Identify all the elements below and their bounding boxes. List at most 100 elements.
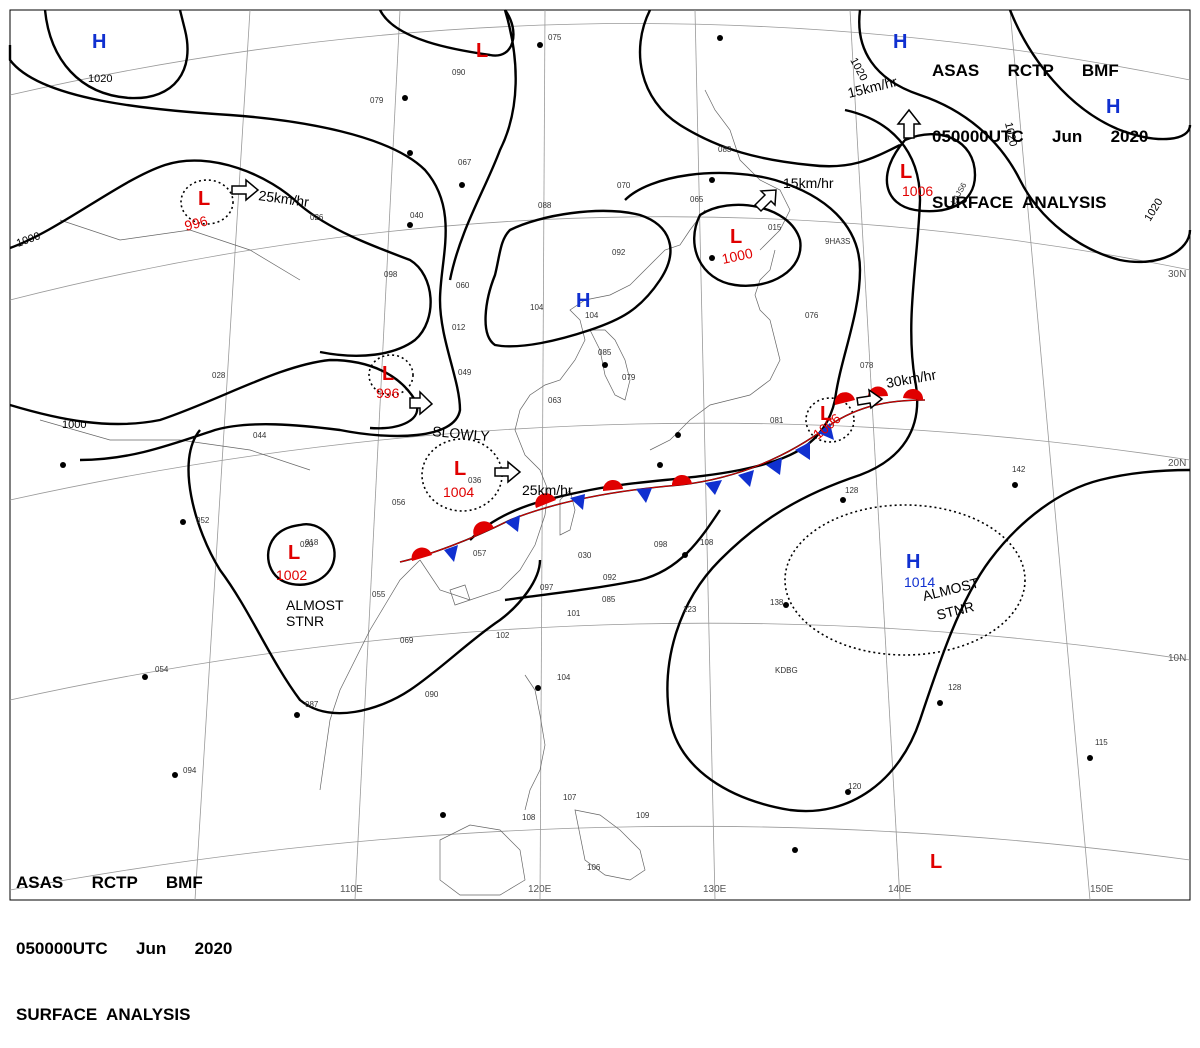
stationary-line2: STNR bbox=[935, 598, 976, 623]
movement-arrows bbox=[231, 108, 922, 484]
observation-value: 097 bbox=[540, 583, 554, 592]
observation-values: 075 090 079 067 040 026 088 070 065 083 015 092 104 1… bbox=[155, 33, 1108, 872]
header-line1: ASAS RCTP BMF bbox=[932, 61, 1119, 80]
header-line2: 050000UTC Jun 2020 bbox=[932, 127, 1149, 146]
low-letter: L bbox=[454, 458, 466, 480]
cold-mark bbox=[636, 488, 652, 503]
observation-value: 063 bbox=[548, 396, 562, 405]
station-dot bbox=[717, 35, 723, 41]
station-dot bbox=[459, 182, 465, 188]
observation-value: 075 bbox=[548, 33, 562, 42]
isobar-ne-2 bbox=[1008, 9, 1192, 141]
arrow-east-4 bbox=[856, 388, 884, 410]
observation-value: 085 bbox=[598, 348, 612, 357]
warm-mark bbox=[535, 493, 556, 508]
lon-label: 140E bbox=[888, 884, 912, 895]
isobar-low1002 bbox=[266, 523, 336, 586]
header-line1: ASAS RCTP BMF bbox=[16, 873, 203, 892]
map-frame bbox=[9, 9, 1191, 901]
warm-mark bbox=[602, 479, 623, 491]
observation-value: 076 bbox=[805, 311, 819, 320]
cold-front-marks bbox=[444, 423, 834, 562]
isobar-low1000-east bbox=[693, 203, 802, 287]
cold-mark bbox=[766, 458, 782, 475]
coast-luzon bbox=[524, 674, 546, 811]
station-dot bbox=[537, 42, 543, 48]
header-top-right: ASAS RCTP BMF 050000UTC Jun 2020 SURFACE… bbox=[932, 16, 1148, 236]
warm-mark bbox=[671, 474, 692, 486]
observation-value: 092 bbox=[603, 573, 617, 582]
isobar-center-big bbox=[378, 9, 517, 281]
warm-mark bbox=[903, 388, 924, 400]
station-id: 9HA3S bbox=[825, 237, 850, 246]
observation-value: 102 bbox=[496, 631, 510, 640]
observation-value: 026 bbox=[310, 213, 324, 222]
lon-label: 130E bbox=[703, 884, 727, 895]
isobar-central-high bbox=[484, 209, 672, 348]
station-dot bbox=[675, 432, 681, 438]
station-dot bbox=[402, 95, 408, 101]
observation-value: 020 bbox=[300, 540, 314, 549]
station-dots bbox=[60, 35, 1093, 853]
stationary-line2: STNR bbox=[286, 613, 324, 629]
arrow-ne-1 bbox=[753, 189, 777, 213]
observation-value: 107 bbox=[563, 793, 577, 802]
observation-value: 108 bbox=[700, 538, 714, 547]
station-dot bbox=[172, 772, 178, 778]
coastlines bbox=[39, 89, 791, 896]
observation-value: 036 bbox=[468, 476, 482, 485]
coast-interior-2 bbox=[39, 419, 311, 471]
observation-value: 138 bbox=[770, 598, 784, 607]
isobar-label: 1020 bbox=[847, 56, 869, 83]
coast-indochina bbox=[319, 559, 421, 791]
meridian-110e bbox=[354, 9, 401, 901]
observation-value: 052 bbox=[196, 516, 210, 525]
observation-value: 085 bbox=[602, 595, 616, 604]
observation-value: 101 bbox=[567, 609, 581, 618]
observation-value: 104 bbox=[585, 311, 599, 320]
warm-mark bbox=[834, 392, 855, 405]
isobar-label: 1000 bbox=[62, 419, 86, 431]
isobar-label: 1020 bbox=[1002, 121, 1019, 147]
observation-value: 057 bbox=[473, 549, 487, 558]
longitude-labels: 110E 120E 130E 140E 150E bbox=[340, 884, 1114, 895]
high-letter: H bbox=[1106, 96, 1120, 118]
isobar-label: 1020 bbox=[88, 73, 112, 85]
station-dot bbox=[602, 362, 608, 368]
meridian-120e bbox=[539, 9, 546, 901]
observation-value: 083 bbox=[718, 145, 732, 154]
station-dot bbox=[1087, 755, 1093, 761]
stationary-line1: ALMOST bbox=[286, 597, 344, 613]
isobar-south-east bbox=[666, 108, 1191, 813]
low-letter: L bbox=[930, 851, 942, 873]
observation-value: 044 bbox=[253, 431, 267, 440]
coast-mindanao bbox=[574, 809, 646, 881]
station-dot bbox=[682, 552, 688, 558]
graticule bbox=[9, 9, 1191, 901]
observation-value: 028 bbox=[212, 371, 226, 380]
movement-label: 15km/hr bbox=[783, 175, 834, 191]
observation-value: 098 bbox=[654, 540, 668, 549]
observation-value: 104 bbox=[530, 303, 544, 312]
observation-value: 128 bbox=[948, 683, 962, 692]
station-dot bbox=[845, 789, 851, 795]
low-pressure: 1006 bbox=[810, 410, 844, 442]
observation-value: 128 bbox=[845, 486, 859, 495]
low-letter: L bbox=[730, 226, 742, 248]
warm-mark bbox=[411, 547, 432, 561]
low-letter: L bbox=[198, 188, 210, 210]
station-dot bbox=[783, 602, 789, 608]
observation-value: 049 bbox=[458, 368, 472, 377]
meridian-150e bbox=[1009, 9, 1091, 901]
station-dot bbox=[440, 812, 446, 818]
coast-china bbox=[419, 209, 706, 601]
observation-value: 087 bbox=[305, 700, 319, 709]
low-letter: L bbox=[900, 161, 912, 183]
observation-value: 142 bbox=[1012, 465, 1026, 474]
lon-label: 150E bbox=[1090, 884, 1114, 895]
observation-value: 108 bbox=[522, 813, 536, 822]
coast-hainan bbox=[449, 584, 471, 606]
lat-label: 30N bbox=[1168, 269, 1186, 280]
observation-value: 015 bbox=[768, 223, 782, 232]
observation-value: 120 bbox=[848, 782, 862, 791]
